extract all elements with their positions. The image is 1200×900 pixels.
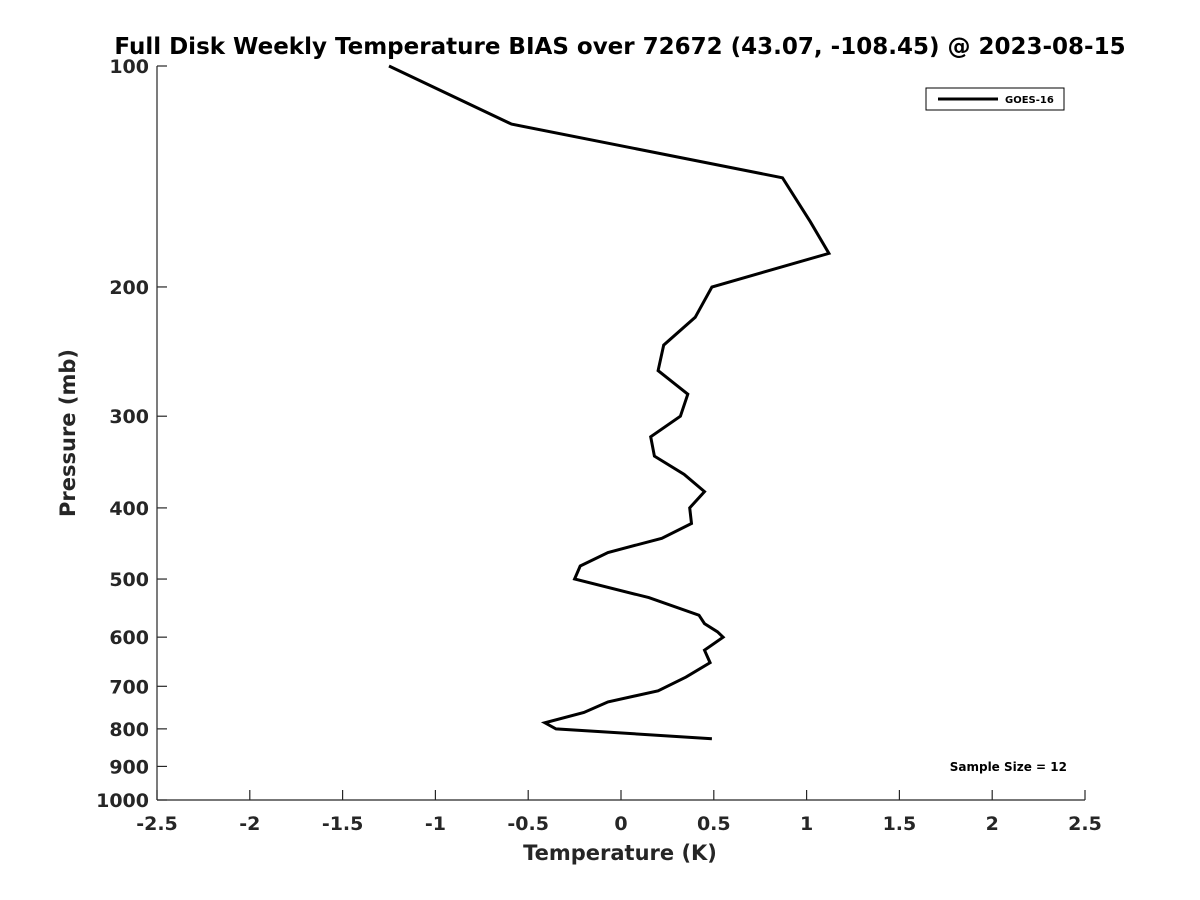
- x-tick-label: -1.5: [322, 813, 364, 835]
- y-tick-label: 100: [109, 56, 149, 78]
- x-tick-label: -0.5: [507, 813, 549, 835]
- y-tick-label: 400: [109, 498, 149, 520]
- x-tick-label: 1.5: [883, 813, 917, 835]
- x-tick-label: 2.5: [1068, 813, 1102, 835]
- sample-size-note: Sample Size = 12: [950, 760, 1067, 774]
- x-tick-label: -2.5: [136, 813, 178, 835]
- y-tick-label: 600: [109, 627, 149, 649]
- chart-title: Full Disk Weekly Temperature BIAS over 7…: [114, 34, 1125, 60]
- legend-label-goes-16: GOES-16: [1005, 95, 1054, 106]
- x-tick-label: -2: [239, 813, 260, 835]
- y-tick-label: 200: [109, 277, 149, 299]
- x-axis-label: Temperature (K): [523, 841, 717, 865]
- legend: GOES-16: [925, 87, 1065, 111]
- x-tick-label: 0: [614, 813, 627, 835]
- x-tick-label: 1: [800, 813, 813, 835]
- x-tick-label: 0.5: [697, 813, 731, 835]
- y-tick-label: 1000: [96, 790, 149, 812]
- y-tick-label: 300: [109, 406, 149, 428]
- x-tick-label: -1: [425, 813, 446, 835]
- y-axis-label: Pressure (mb): [56, 349, 80, 517]
- x-tick-label: 2: [986, 813, 999, 835]
- y-tick-label: 900: [109, 756, 149, 778]
- series-line-goes-16: [388, 64, 832, 741]
- y-axis-ticks: 100 200 300 400 500 600 700 800 900 1000: [96, 56, 167, 812]
- y-tick-label: 700: [109, 676, 149, 698]
- y-tick-label: 500: [109, 569, 149, 591]
- x-axis-ticks: -2.5 -2 -1.5 -1 -0.5 0 0.5 1 1.5 2 2.5: [136, 790, 1102, 835]
- y-tick-label: 800: [109, 719, 149, 741]
- series-layer: [388, 64, 832, 741]
